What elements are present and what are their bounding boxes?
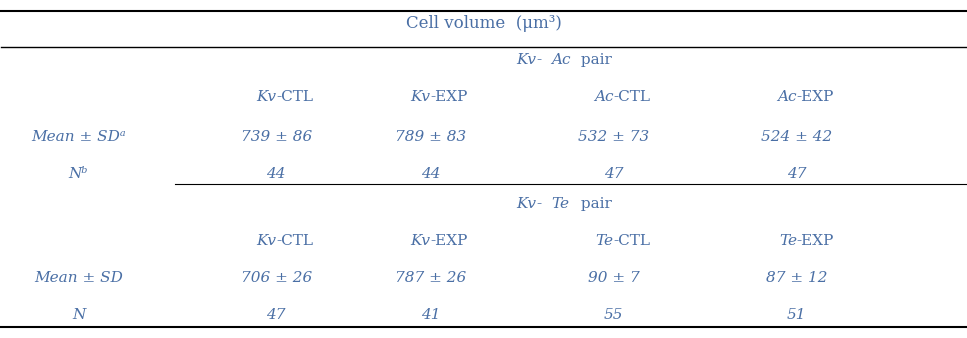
Text: -CTL: -CTL	[614, 90, 651, 104]
Text: -: -	[537, 197, 542, 211]
Text: Ac: Ac	[594, 90, 614, 104]
Text: 41: 41	[421, 308, 440, 322]
Text: Ac: Ac	[551, 53, 571, 67]
Text: Te: Te	[596, 234, 614, 248]
Text: -CTL: -CTL	[277, 90, 313, 104]
Text: Kv: Kv	[256, 234, 277, 248]
Text: N: N	[72, 308, 85, 322]
Text: 55: 55	[604, 308, 624, 322]
Text: 87 ± 12: 87 ± 12	[766, 271, 828, 285]
Text: Nᵇ: Nᵇ	[69, 167, 88, 181]
Text: pair: pair	[576, 197, 612, 211]
Text: 51: 51	[787, 308, 806, 322]
Text: -EXP: -EXP	[430, 90, 468, 104]
Text: Cell volume  (μm³): Cell volume (μm³)	[405, 15, 562, 32]
Text: -EXP: -EXP	[797, 234, 835, 248]
Text: 706 ± 26: 706 ± 26	[241, 271, 311, 285]
Text: 524 ± 42: 524 ± 42	[761, 130, 833, 144]
Text: Ac: Ac	[777, 90, 797, 104]
Text: Kv: Kv	[256, 90, 277, 104]
Text: Kv: Kv	[516, 53, 537, 67]
Text: Mean ± SD: Mean ± SD	[34, 271, 123, 285]
Text: 47: 47	[604, 167, 624, 181]
Text: -CTL: -CTL	[277, 234, 313, 248]
Text: 47: 47	[787, 167, 806, 181]
Text: Te: Te	[551, 197, 569, 211]
Text: -: -	[537, 53, 542, 67]
Text: -EXP: -EXP	[797, 90, 835, 104]
Text: 787 ± 26: 787 ± 26	[395, 271, 466, 285]
Text: 532 ± 73: 532 ± 73	[578, 130, 649, 144]
Text: Kv: Kv	[410, 90, 430, 104]
Text: Kv: Kv	[516, 197, 537, 211]
Text: 47: 47	[267, 308, 286, 322]
Text: Kv: Kv	[410, 234, 430, 248]
Text: pair: pair	[576, 53, 612, 67]
Text: 90 ± 7: 90 ± 7	[588, 271, 639, 285]
Text: Te: Te	[778, 234, 797, 248]
Text: Mean ± SDᵃ: Mean ± SDᵃ	[31, 130, 126, 144]
Text: 44: 44	[421, 167, 440, 181]
Text: -CTL: -CTL	[614, 234, 651, 248]
Text: -EXP: -EXP	[430, 234, 468, 248]
Text: 739 ± 86: 739 ± 86	[241, 130, 311, 144]
Text: 789 ± 83: 789 ± 83	[395, 130, 466, 144]
Text: 44: 44	[267, 167, 286, 181]
